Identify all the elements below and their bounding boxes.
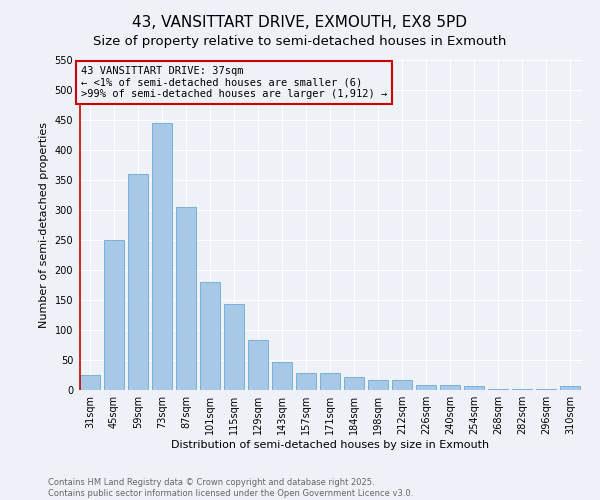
Bar [128,174,148,390]
Bar [80,375,100,390]
Text: 43, VANSITTART DRIVE, EXMOUTH, EX8 5PD: 43, VANSITTART DRIVE, EXMOUTH, EX8 5PD [133,15,467,30]
Bar [344,378,364,390]
Bar [320,372,340,390]
Bar [392,380,412,390]
X-axis label: Distribution of semi-detached houses by size in Exmouth: Distribution of semi-detached houses by … [171,440,489,450]
Bar [440,385,460,390]
Bar [176,207,196,390]
Bar [560,386,580,390]
Y-axis label: Number of semi-detached properties: Number of semi-detached properties [39,122,49,328]
Bar [416,384,436,390]
Bar [512,389,532,390]
Bar [248,340,268,390]
Bar [488,389,508,390]
Bar [224,304,244,390]
Bar [104,240,124,390]
Bar [272,362,292,390]
Bar [200,282,220,390]
Bar [152,123,172,390]
Text: Size of property relative to semi-detached houses in Exmouth: Size of property relative to semi-detach… [94,35,506,48]
Bar [296,372,316,390]
Bar [368,380,388,390]
Bar [464,386,484,390]
Text: Contains HM Land Registry data © Crown copyright and database right 2025.
Contai: Contains HM Land Registry data © Crown c… [48,478,413,498]
Text: 43 VANSITTART DRIVE: 37sqm
← <1% of semi-detached houses are smaller (6)
>99% of: 43 VANSITTART DRIVE: 37sqm ← <1% of semi… [81,66,387,99]
